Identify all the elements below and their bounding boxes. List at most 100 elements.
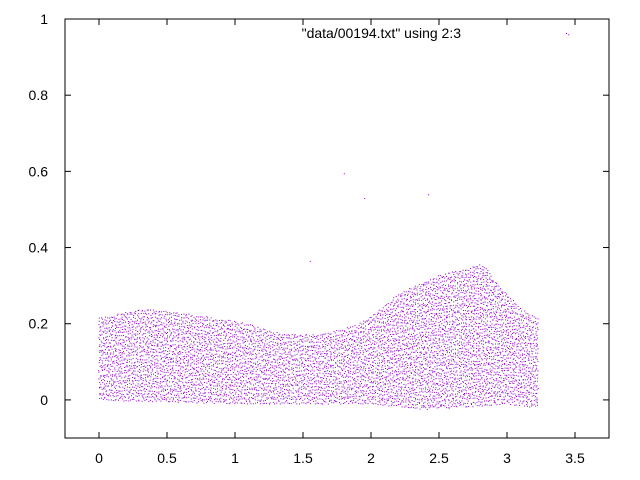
data-point (403, 368, 405, 370)
data-point (193, 355, 195, 357)
data-point (303, 395, 305, 396)
data-point (351, 330, 353, 332)
data-point (131, 324, 133, 326)
data-point (259, 347, 261, 348)
data-point (171, 396, 173, 398)
data-point (407, 407, 409, 408)
data-point (381, 391, 383, 392)
data-point (372, 365, 373, 366)
data-point (289, 398, 291, 400)
data-point (420, 364, 422, 366)
data-point (381, 329, 382, 331)
data-point (171, 375, 173, 376)
data-point (269, 354, 271, 356)
data-point (198, 357, 200, 359)
data-point (115, 328, 116, 329)
data-point (356, 376, 358, 378)
data-point (212, 355, 214, 357)
data-point (125, 321, 126, 323)
data-point (431, 361, 433, 363)
data-point (367, 360, 369, 362)
data-point (177, 337, 179, 339)
data-point (104, 385, 106, 387)
data-point (393, 404, 395, 406)
data-point (396, 371, 397, 373)
data-point (409, 336, 411, 337)
data-point (372, 361, 374, 363)
data-point (258, 376, 260, 378)
data-point (307, 358, 309, 360)
data-point (152, 396, 154, 398)
data-point (186, 332, 187, 334)
data-point (137, 376, 139, 378)
data-point (167, 341, 168, 343)
data-point (115, 325, 117, 327)
data-point (393, 350, 395, 352)
data-point (295, 358, 297, 360)
data-point (228, 387, 230, 389)
data-point (136, 380, 138, 382)
data-point (290, 354, 292, 356)
data-point (430, 319, 432, 320)
data-point (283, 395, 285, 397)
data-point (303, 370, 305, 372)
data-point (266, 402, 267, 404)
data-point (263, 393, 265, 395)
data-point (415, 303, 416, 305)
data-point (225, 393, 227, 395)
data-point (294, 342, 296, 344)
data-point (384, 376, 386, 378)
data-point (247, 361, 249, 363)
data-point (407, 383, 409, 385)
data-point (206, 382, 208, 384)
data-point (429, 356, 431, 358)
data-point (181, 338, 183, 340)
data-point (167, 392, 169, 394)
data-point (210, 334, 212, 336)
data-point (247, 377, 249, 379)
data-point (254, 342, 256, 344)
data-point (162, 394, 164, 396)
data-point (359, 322, 361, 324)
data-point (432, 316, 434, 318)
data-point (296, 375, 298, 377)
data-point (160, 381, 161, 383)
data-point (314, 359, 316, 361)
data-point (281, 346, 283, 348)
data-point (311, 369, 313, 371)
data-point (399, 363, 401, 365)
data-point (242, 357, 244, 359)
data-point (156, 387, 158, 389)
data-point (342, 353, 343, 355)
data-point (186, 354, 188, 356)
data-point (401, 372, 403, 374)
data-point (240, 350, 241, 352)
data-point (310, 387, 312, 389)
data-point (182, 341, 184, 343)
data-point (354, 382, 356, 384)
data-point (386, 340, 388, 341)
data-point (102, 345, 104, 346)
data-point (207, 317, 209, 319)
data-point (234, 403, 236, 405)
data-point (194, 350, 196, 352)
data-point (198, 393, 200, 395)
data-point (174, 401, 176, 403)
data-point (123, 387, 125, 389)
data-point (188, 394, 190, 395)
data-point (111, 337, 113, 339)
data-point (241, 396, 243, 398)
data-point (154, 381, 156, 382)
data-point (178, 370, 180, 372)
data-point (419, 363, 421, 365)
data-point (302, 361, 304, 363)
data-point (169, 381, 170, 383)
data-point (234, 367, 236, 369)
data-point (433, 339, 435, 341)
data-point (387, 320, 388, 322)
data-point (308, 401, 310, 403)
data-point (129, 367, 131, 369)
data-point (151, 364, 153, 366)
data-point (156, 370, 158, 372)
data-point (213, 399, 215, 401)
